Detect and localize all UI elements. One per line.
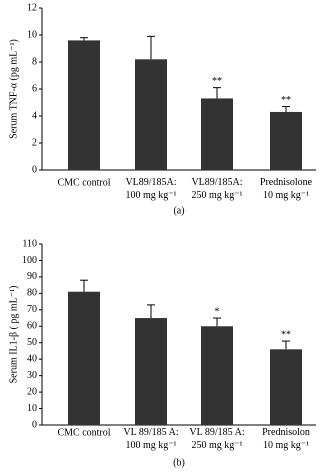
significance: * [215,306,220,317]
y-tick-label: 70 [27,304,37,315]
x-tick-label: VL89/185A: 100 mg kg⁻¹ [125,177,176,201]
bar [270,111,302,170]
significance: ** [212,76,222,87]
y-tick-label: 4 [32,110,37,121]
x-tick-label: VL 89/185 A: 100 mg kg⁻¹ [123,427,178,451]
bar [201,326,233,425]
y-tick-label: 90 [27,271,37,282]
y-tick-label: 20 [27,386,37,397]
caption: (a) [173,205,184,216]
x-tick-label: VL89/185A: 250 mg kg⁻¹ [191,177,242,201]
bar [135,59,167,170]
bar [68,40,100,171]
y-tick-label: 0 [32,419,37,430]
y-tick-label: 8 [32,56,37,67]
y-tick-label: 10 [27,403,37,414]
y-tick-label: 60 [27,321,37,332]
bar [68,291,100,425]
y-tick-label: 0 [32,164,37,175]
significance: ** [281,329,291,340]
y-tick-label: 10 [27,29,37,40]
y-tick-label: 50 [27,337,37,348]
x-tick-label: VL 89/185 A: 250 mg kg⁻¹ [189,427,244,451]
y-tick-label: 100 [22,255,37,266]
y-tick-label: 30 [27,370,37,381]
bar [270,349,302,425]
y-tick-label: 2 [32,137,37,148]
bar [135,318,167,425]
y-tick-label: 12 [27,2,37,13]
y-axis-label: Serum TNF-α (pg mL⁻¹) [8,39,19,139]
y-tick-label: 6 [32,83,37,94]
y-tick-label: 40 [27,353,37,364]
x-tick-label: Prednisolon 10 mg kg⁻¹ [262,427,310,451]
y-tick-label: 80 [27,288,37,299]
bar [201,98,233,170]
y-axis-label: Serum IL1-β ( pg mL⁻¹) [8,286,19,384]
x-tick-label: CMC control [57,177,110,188]
x-tick-label: CMC control [57,427,110,438]
x-tick-label: Prednisolone 10 mg kg⁻¹ [260,177,313,201]
y-tick-label: 110 [22,238,37,249]
caption: (b) [173,457,185,468]
significance: ** [281,95,291,106]
